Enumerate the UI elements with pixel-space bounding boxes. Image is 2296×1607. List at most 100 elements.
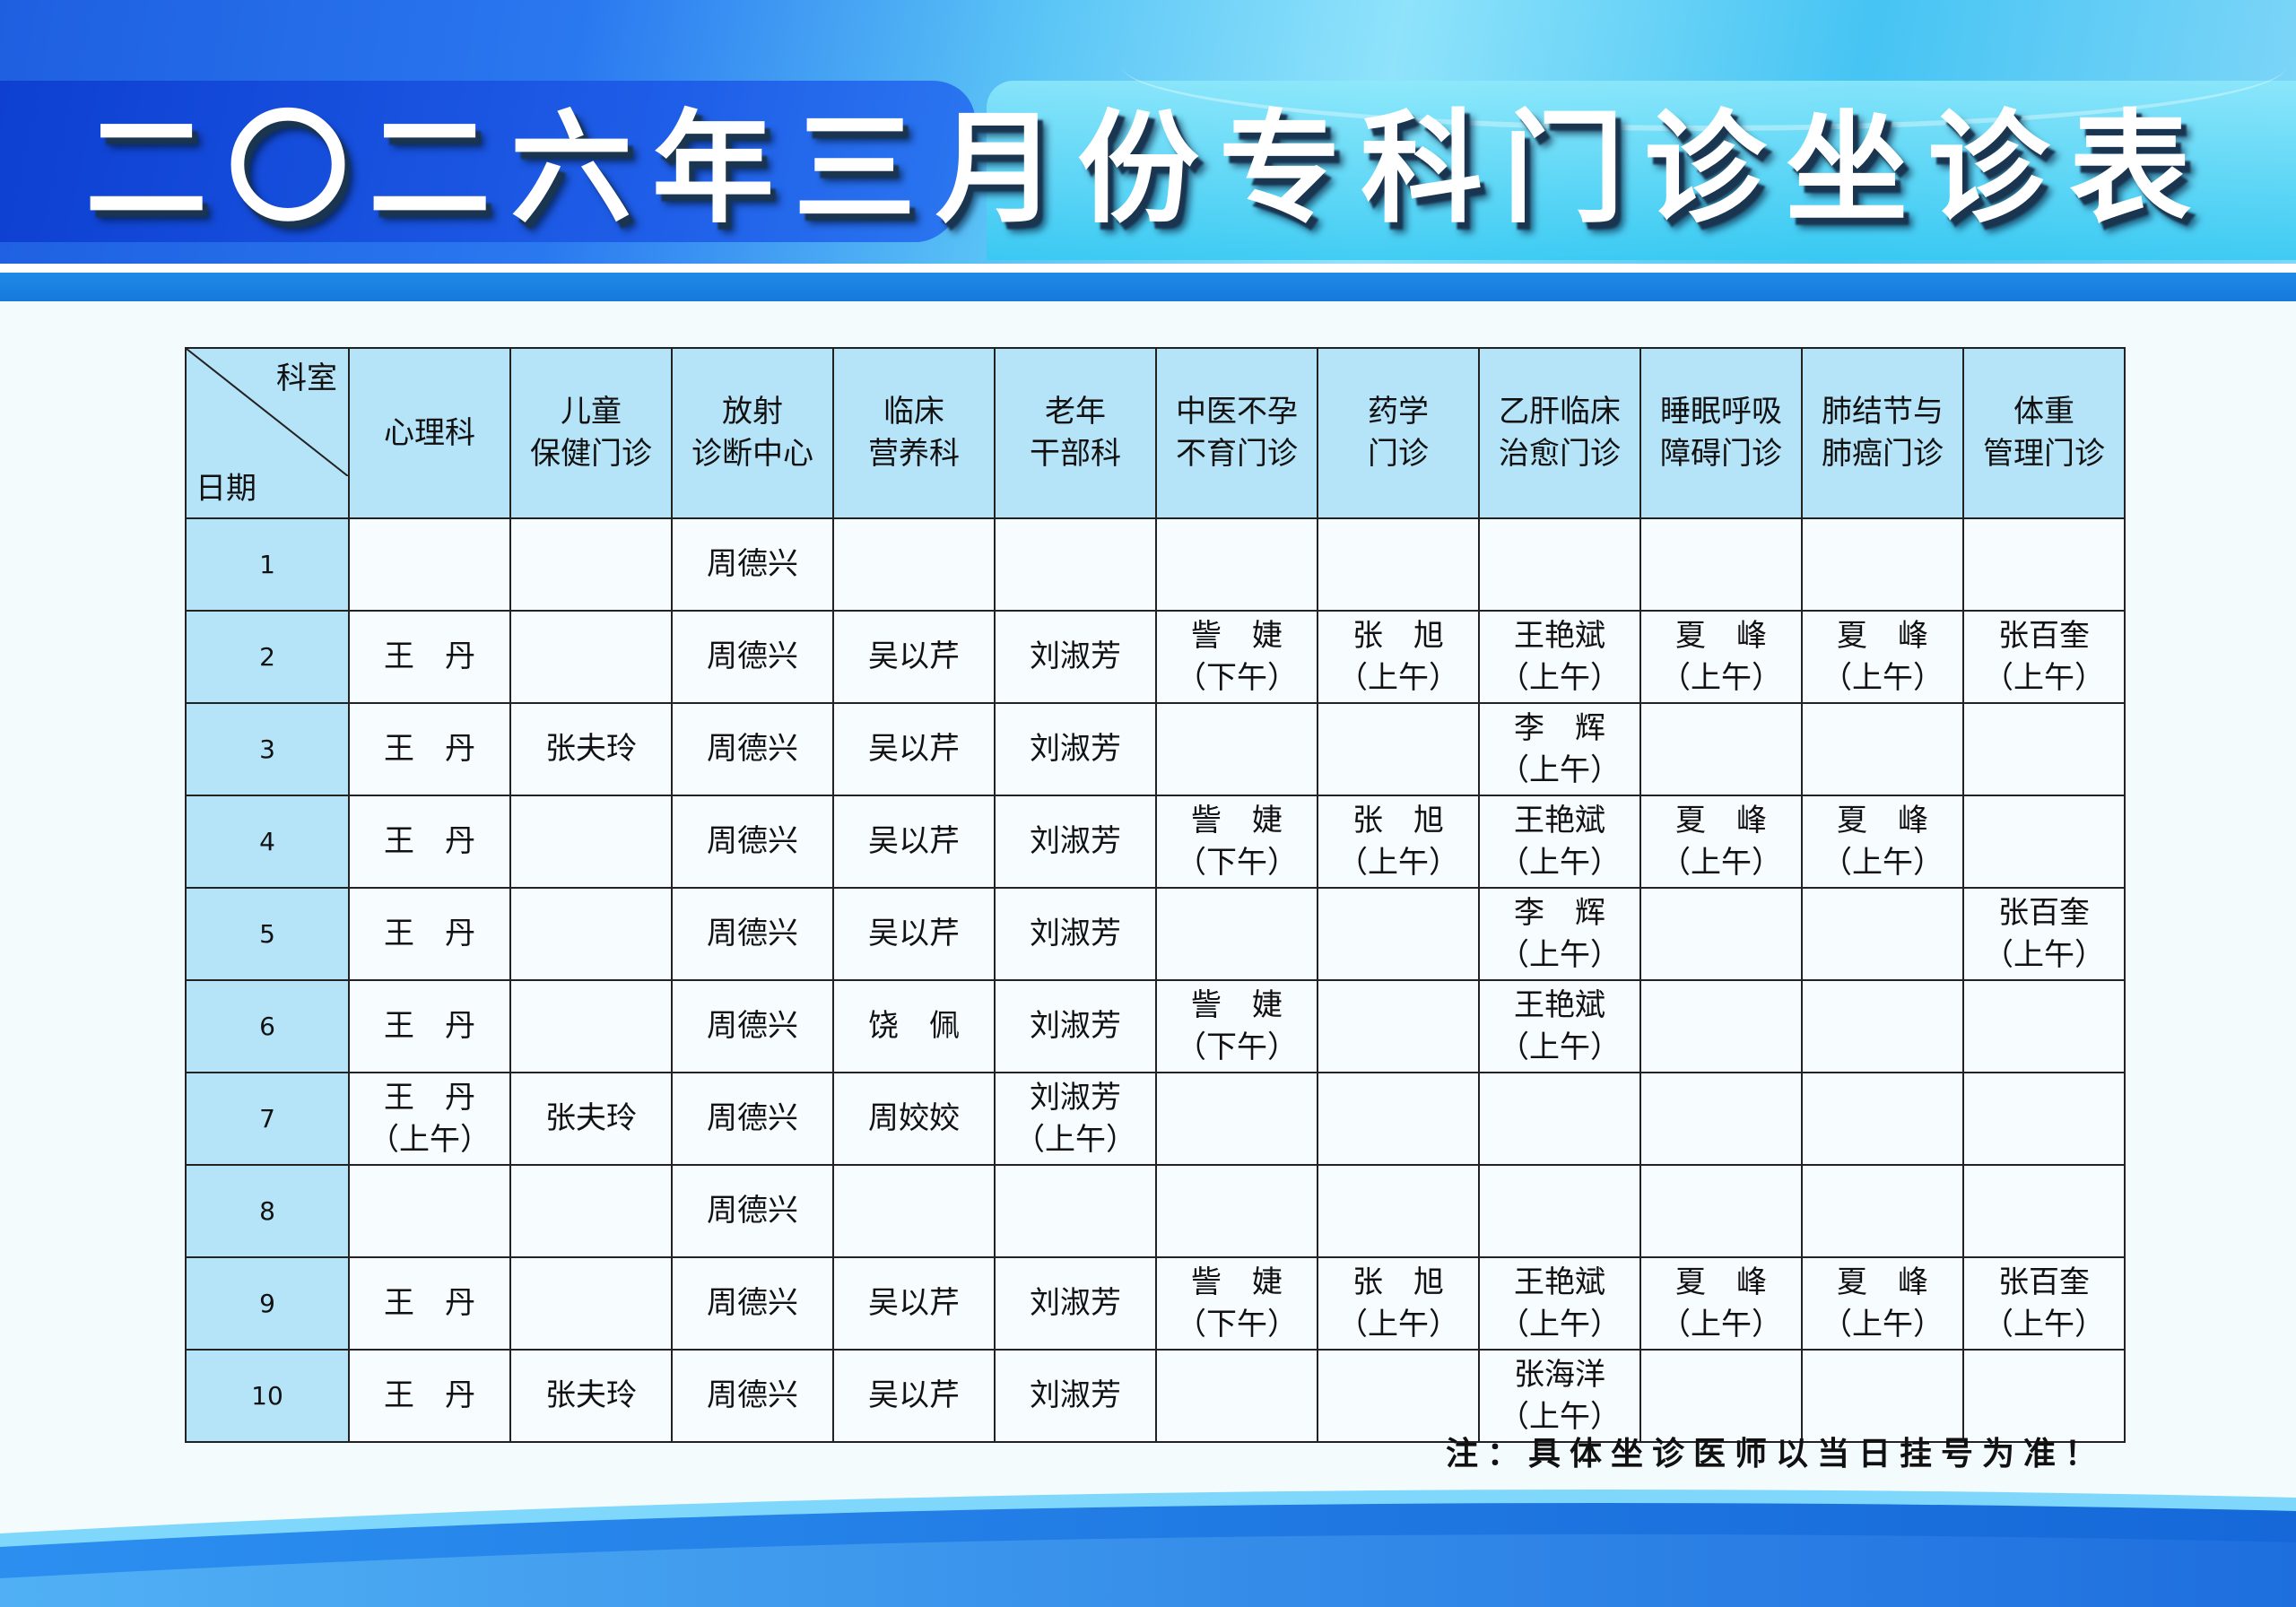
doctor-cell: 夏 峰 （上午） <box>1801 795 1964 889</box>
doctor-cell <box>1317 1164 1480 1258</box>
table-row: 8 周德兴 <box>185 1164 2126 1258</box>
doctor-cell <box>1639 979 1803 1073</box>
doctor-cell <box>832 1164 996 1258</box>
doctor-cell: 王 丹 <box>348 610 511 704</box>
column-header: 肺结节与 肺癌门诊 <box>1801 347 1964 519</box>
table-row: 10 王 丹张夫玲 周德兴 吴以芹 刘淑芳 张海洋 （上午） <box>185 1349 2126 1443</box>
doctor-cell: 刘淑芳 <box>994 1256 1157 1351</box>
doctor-cell <box>994 1164 1157 1258</box>
doctor-cell <box>1639 1349 1803 1443</box>
doctor-cell: 刘淑芳 <box>994 1349 1157 1443</box>
column-header: 睡眠呼吸 障碍门诊 <box>1639 347 1803 519</box>
date-cell: 7 <box>185 1072 350 1166</box>
doctor-cell <box>1155 1164 1318 1258</box>
date-cell: 5 <box>185 887 350 981</box>
doctor-cell: 周德兴 <box>671 1349 834 1443</box>
doctor-cell <box>1962 1072 2126 1166</box>
blue-band <box>0 273 2296 301</box>
footer-wave-graphic <box>0 1490 2296 1607</box>
diagonal-line <box>187 349 348 476</box>
doctor-cell <box>1155 1349 1318 1443</box>
doctor-cell: 王 丹 <box>348 795 511 889</box>
doctor-cell: 夏 峰 （上午） <box>1639 1256 1803 1351</box>
doctor-cell <box>1317 979 1480 1073</box>
doctor-cell <box>1155 887 1318 981</box>
doctor-cell: 吴以芹 <box>832 1349 996 1443</box>
doctor-cell: 王 丹 <box>348 702 511 796</box>
doctor-cell <box>1639 887 1803 981</box>
footnote: 注：具体坐诊医师以当日挂号为准！ <box>1445 1436 2106 1472</box>
doctor-cell <box>1962 1349 2126 1443</box>
doctor-cell <box>1801 702 1964 796</box>
doctor-cell <box>1801 887 1964 981</box>
column-header: 中医不孕 不育门诊 <box>1155 347 1318 519</box>
doctor-cell <box>994 517 1157 612</box>
doctor-cell: 张夫玲 <box>509 702 673 796</box>
doctor-cell: 王艳斌 （上午） <box>1478 795 1641 889</box>
column-header: 老年 干部科 <box>994 347 1157 519</box>
column-header: 药学 门诊 <box>1317 347 1480 519</box>
doctor-cell: 王 丹 <box>348 887 511 981</box>
doctor-cell: 李 辉 （上午） <box>1478 702 1641 796</box>
date-cell: 1 <box>185 517 350 612</box>
date-cell: 2 <box>185 610 350 704</box>
date-cell: 8 <box>185 1164 350 1258</box>
doctor-cell <box>1155 517 1318 612</box>
doctor-cell <box>509 1164 673 1258</box>
doctor-cell: 张夫玲 <box>509 1349 673 1443</box>
doctor-cell: 周德兴 <box>671 795 834 889</box>
doctor-cell: 訾 婕 （下午） <box>1155 1256 1318 1351</box>
doctor-cell <box>509 610 673 704</box>
doctor-cell: 李 辉 （上午） <box>1478 887 1641 981</box>
doctor-cell <box>832 517 996 612</box>
doctor-cell: 张百奎 （上午） <box>1962 1256 2126 1351</box>
doctor-cell: 夏 峰 （上午） <box>1639 610 1803 704</box>
doctor-cell: 周姣姣 <box>832 1072 996 1166</box>
doctor-cell: 周德兴 <box>671 1256 834 1351</box>
doctor-cell: 周德兴 <box>671 979 834 1073</box>
doctor-cell <box>509 517 673 612</box>
doctor-cell: 王 丹 <box>348 979 511 1073</box>
column-header: 乙肝临床 治愈门诊 <box>1478 347 1641 519</box>
doctor-cell: 周德兴 <box>671 610 834 704</box>
doctor-cell <box>1155 1072 1318 1166</box>
doctor-cell: 王 丹 <box>348 1256 511 1351</box>
doctor-cell <box>509 795 673 889</box>
date-cell: 3 <box>185 702 350 796</box>
doctor-cell <box>1801 517 1964 612</box>
doctor-cell <box>1639 1164 1803 1258</box>
doctor-cell: 王艳斌 （上午） <box>1478 610 1641 704</box>
doctor-cell <box>509 1256 673 1351</box>
doctor-cell: 訾 婕 （下午） <box>1155 610 1318 704</box>
column-header: 放射 诊断中心 <box>671 347 834 519</box>
doctor-cell <box>509 887 673 981</box>
doctor-cell <box>1962 702 2126 796</box>
doctor-cell <box>1962 1164 2126 1258</box>
column-header: 儿童 保健门诊 <box>509 347 673 519</box>
doctor-cell <box>1962 979 2126 1073</box>
footer-wave <box>0 1471 2296 1607</box>
doctor-cell: 刘淑芳 <box>994 979 1157 1073</box>
doctor-cell: 周德兴 <box>671 1072 834 1166</box>
banner-swoosh <box>1121 0 2287 131</box>
date-cell: 9 <box>185 1256 350 1351</box>
doctor-cell: 张 旭 （上午） <box>1317 795 1480 889</box>
doctor-cell: 张 旭 （上午） <box>1317 610 1480 704</box>
doctor-cell: 张百奎 （上午） <box>1962 610 2126 704</box>
doctor-cell: 吴以芹 <box>832 887 996 981</box>
doctor-cell: 张 旭 （上午） <box>1317 1256 1480 1351</box>
doctor-cell: 訾 婕 （下午） <box>1155 795 1318 889</box>
doctor-cell <box>1639 517 1803 612</box>
doctor-cell <box>1801 1072 1964 1166</box>
doctor-cell: 周德兴 <box>671 517 834 612</box>
column-header: 心理科 <box>348 347 511 519</box>
schedule-table: 科室 日期 心理科 儿童 保健门诊 放射 诊断中心 临床 营养科 老年 干部科 中医不孕 … <box>185 347 2126 1443</box>
doctor-cell: 夏 峰 （上午） <box>1801 1256 1964 1351</box>
divider-strip <box>0 264 2296 273</box>
doctor-cell: 刘淑芳 （上午） <box>994 1072 1157 1166</box>
doctor-cell: 刘淑芳 <box>994 795 1157 889</box>
